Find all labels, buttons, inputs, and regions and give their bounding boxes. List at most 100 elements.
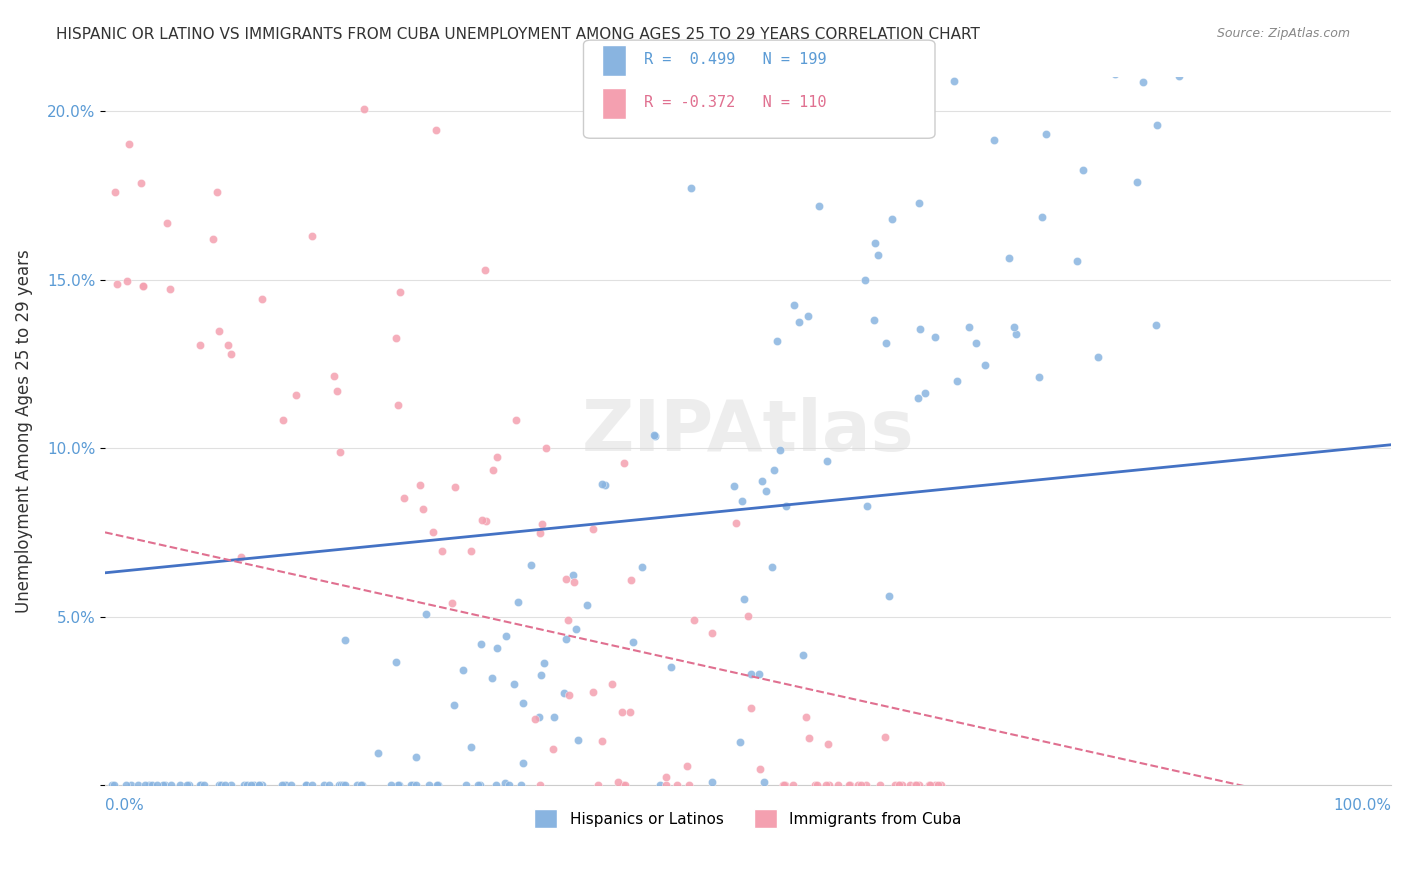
Point (138, 778, 160, 792)
Point (752, 775, 775, 789)
Point (129, 176, 152, 190)
Point (856, 499, 879, 513)
Point (387, 398, 409, 412)
Point (350, 778, 373, 792)
Point (146, 778, 169, 792)
Point (924, 778, 946, 792)
Point (127, 778, 149, 792)
Point (675, 758, 697, 772)
Point (924, 329, 946, 343)
Point (156, 216, 179, 230)
Point (1263, 37, 1285, 51)
Point (1087, 350, 1109, 364)
Point (904, 778, 927, 792)
Point (120, 778, 142, 792)
Point (562, 575, 585, 590)
Point (782, 778, 804, 792)
Point (815, 454, 838, 468)
Point (214, 778, 236, 792)
Point (426, 778, 449, 792)
Point (740, 700, 762, 714)
Point (408, 478, 430, 492)
Point (619, 705, 641, 719)
Point (927, 778, 949, 792)
Point (772, 778, 794, 792)
Point (235, 778, 257, 792)
Point (529, 778, 551, 792)
Point (998, 251, 1021, 265)
Point (531, 516, 554, 531)
Point (276, 778, 298, 792)
Point (169, 778, 191, 792)
Point (530, 668, 553, 682)
Point (725, 516, 748, 531)
Point (141, 37, 163, 51)
Point (678, 778, 700, 792)
Point (875, 335, 897, 350)
Point (907, 391, 929, 405)
Point (586, 778, 609, 792)
Point (141, 778, 163, 792)
Point (818, 778, 841, 792)
Point (806, 778, 828, 792)
Point (908, 37, 931, 51)
Point (655, 770, 678, 784)
Point (942, 73, 965, 87)
Point (1133, 37, 1156, 51)
Point (1133, 37, 1156, 51)
Point (301, 228, 323, 243)
Point (529, 526, 551, 541)
Point (1073, 162, 1095, 177)
Point (896, 60, 918, 74)
Point (152, 778, 174, 792)
Point (527, 710, 550, 724)
Point (160, 778, 183, 792)
Point (1244, 37, 1267, 51)
Point (1316, 37, 1339, 51)
Point (817, 737, 839, 751)
Point (481, 463, 503, 477)
Point (666, 778, 689, 792)
Point (620, 573, 643, 587)
Point (582, 685, 605, 699)
Point (1143, 37, 1166, 51)
Point (294, 778, 316, 792)
Point (271, 413, 294, 427)
Point (555, 572, 578, 586)
Point (565, 622, 588, 636)
Point (1246, 37, 1268, 51)
Point (349, 778, 371, 792)
Point (898, 778, 921, 792)
Point (575, 599, 598, 613)
Point (561, 567, 583, 582)
Point (118, 137, 141, 152)
Point (1261, 37, 1284, 51)
Point (983, 133, 1005, 147)
Point (887, 778, 910, 792)
Point (723, 479, 745, 493)
Point (762, 463, 785, 477)
Point (247, 778, 270, 792)
Point (600, 677, 623, 691)
Point (591, 734, 613, 748)
Point (453, 663, 475, 677)
Point (700, 626, 723, 640)
Point (512, 756, 534, 771)
Point (682, 613, 704, 627)
Point (512, 696, 534, 710)
Point (318, 778, 340, 792)
Point (728, 735, 751, 749)
Point (775, 499, 797, 513)
Point (1164, 37, 1187, 51)
Point (1208, 37, 1230, 51)
Text: ZIPAtlas: ZIPAtlas (582, 397, 914, 466)
Point (388, 778, 411, 792)
Point (737, 609, 759, 624)
Point (914, 385, 936, 400)
Point (485, 778, 508, 792)
Text: 100.0%: 100.0% (1333, 797, 1391, 813)
Point (440, 596, 463, 610)
Point (468, 778, 491, 792)
Point (567, 732, 589, 747)
Point (239, 778, 262, 792)
